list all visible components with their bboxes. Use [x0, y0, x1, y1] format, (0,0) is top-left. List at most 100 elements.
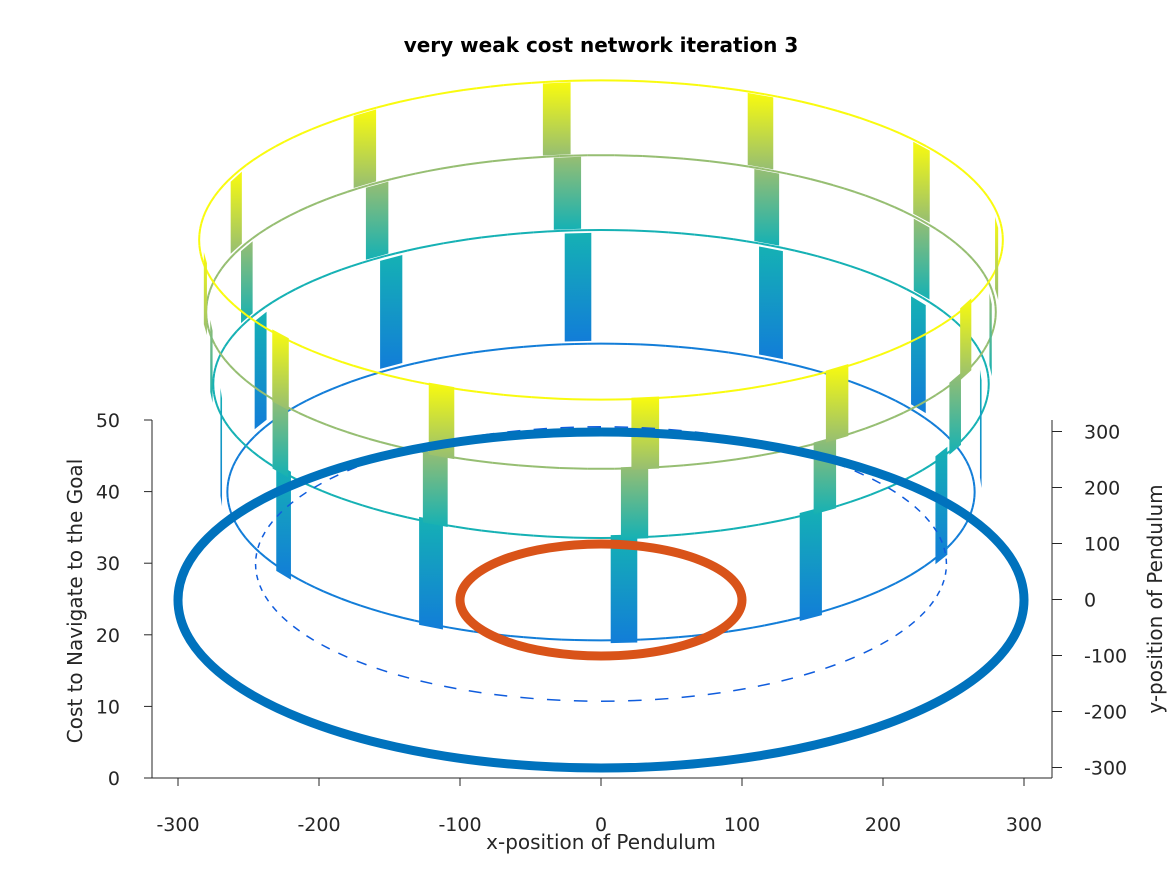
- cost-ring-segment: [746, 523, 759, 528]
- cost-ring-segment: [977, 184, 984, 192]
- cost-ring-segment: [711, 85, 726, 90]
- cost-ring-segment: [264, 460, 273, 467]
- cost-ring-segment: [821, 181, 834, 187]
- cost-ring-segment: [264, 301, 273, 308]
- cost-ring-segment: [960, 247, 968, 254]
- cost-ring-segment: [381, 611, 393, 616]
- cost-ring-segment: [316, 198, 328, 205]
- cost-ring-segment: [981, 356, 986, 363]
- z-axis-label: Cost to Navigate to the Goal: [63, 459, 87, 743]
- cost-ring-segment: [321, 490, 333, 496]
- cost-ring-segment: [460, 628, 474, 633]
- cost-ring-segment: [914, 292, 923, 299]
- cost-ring-segment: [370, 607, 382, 614]
- cost-ring-segment: [691, 347, 705, 351]
- cost-ring-segment: [748, 165, 762, 170]
- cost-ring-segment: [959, 527, 965, 534]
- cost-ring: [226, 342, 976, 642]
- cost-ring-segment: [1000, 228, 1004, 235]
- cost-ring-segment: [353, 364, 366, 371]
- cost-ring-segment: [239, 242, 247, 249]
- cost-ring-segment: [889, 128, 901, 135]
- cost-ring-segment: [999, 250, 1003, 257]
- cost-ring-segment: [206, 322, 210, 329]
- cost-ring-segment: [229, 252, 236, 260]
- cost-ring-segment: [888, 280, 899, 286]
- z-tick-label: 10: [96, 696, 120, 718]
- y-tick-label: 0: [1084, 590, 1096, 612]
- cost-ring-segment: [351, 261, 363, 267]
- cost-ring-segment: [440, 165, 454, 170]
- cost-ring-segment: [198, 245, 202, 252]
- cost-ring-segment: [286, 288, 296, 295]
- cost-ring-segment: [884, 202, 895, 209]
- cost-ring-segment: [342, 113, 354, 119]
- cost-ring-segment: [463, 388, 477, 393]
- cost-ring-segment: [545, 80, 560, 83]
- cost-ring-segment: [450, 89, 464, 94]
- cost-ring-segment: [832, 184, 845, 190]
- cost-ring-segment: [364, 368, 377, 374]
- cost-ring-segment: [455, 238, 469, 243]
- cost-ring-segment: [869, 590, 880, 597]
- cost-ring-segment: [786, 172, 799, 178]
- cost-ring-segment: [298, 399, 308, 406]
- cost-ring-segment: [220, 354, 227, 362]
- cost-ring-segment: [776, 379, 790, 385]
- cost-ring-segment: [523, 344, 537, 348]
- cost-ring-segment: [943, 547, 947, 554]
- cost-ring-segment: [878, 391, 888, 398]
- cost-ring-segment: [709, 460, 724, 464]
- cost-ring-segment: [924, 416, 932, 424]
- cost-ring-segment: [939, 536, 943, 543]
- cost-ring-segment: [290, 403, 300, 410]
- cost-ring-segment: [259, 323, 269, 331]
- cost-ring-segment: [930, 421, 938, 428]
- y-tick-label: -100: [1084, 646, 1127, 668]
- cost-ring-segment: [869, 353, 881, 360]
- cost-ring-segment: [258, 389, 267, 396]
- cost-ring-segment: [850, 380, 861, 387]
- cost-ring-segment: [681, 532, 695, 536]
- cost-ring-segment: [735, 456, 750, 461]
- cost-ring-segment: [546, 229, 561, 233]
- cost-panel: [422, 450, 448, 527]
- cost-ring-segment: [941, 154, 950, 162]
- cost-ring-segment: [531, 396, 546, 400]
- cost-ring-segment: [983, 273, 989, 280]
- cost-ring-segment: [972, 481, 976, 487]
- cost-ring-segment: [253, 546, 261, 554]
- cost-ring-segment: [212, 389, 216, 395]
- cost-ring-segment: [395, 249, 408, 255]
- cost-ring-segment: [216, 356, 221, 363]
- cost-panel: [989, 293, 992, 377]
- cost-ring-segment: [964, 430, 971, 438]
- cost-ring-segment: [259, 149, 269, 157]
- cost-ring-segment: [533, 534, 548, 538]
- cost-ring-segment: [533, 230, 548, 234]
- cost-ring-segment: [249, 542, 256, 549]
- cost-ring-segment: [376, 667, 388, 673]
- cost-ring-segment: [395, 513, 408, 519]
- cost-ring-segment: [520, 696, 534, 700]
- x-axis-label: x-position of Pendulum: [486, 830, 716, 854]
- cost-ring-segment: [854, 190, 866, 197]
- cost-ring-segment: [961, 169, 969, 176]
- cost-ring-segment: [897, 284, 907, 291]
- cost-panel: [799, 507, 822, 621]
- cost-ring-segment: [368, 437, 381, 443]
- cost-ring-segment: [983, 344, 989, 351]
- cost-ring-segment: [993, 317, 997, 324]
- cost-ring-segment: [972, 340, 979, 348]
- cost-ring-segment: [406, 247, 420, 252]
- cost-ring-segment: [955, 164, 963, 171]
- cost-ring-segment: [894, 578, 904, 585]
- cost-ring-segment: [997, 256, 1002, 263]
- cost-ring-segment: [993, 300, 997, 307]
- cost-ring-segment: [372, 507, 385, 513]
- cost-ring-segment: [941, 579, 945, 586]
- cost-ring-segment: [227, 476, 231, 482]
- z-axis: 50 40 30 20 10 0 Cost to Navigate to the Goal: [63, 410, 153, 790]
- cost-ring-segment: [757, 682, 770, 687]
- cost-ring-segment: [878, 586, 888, 593]
